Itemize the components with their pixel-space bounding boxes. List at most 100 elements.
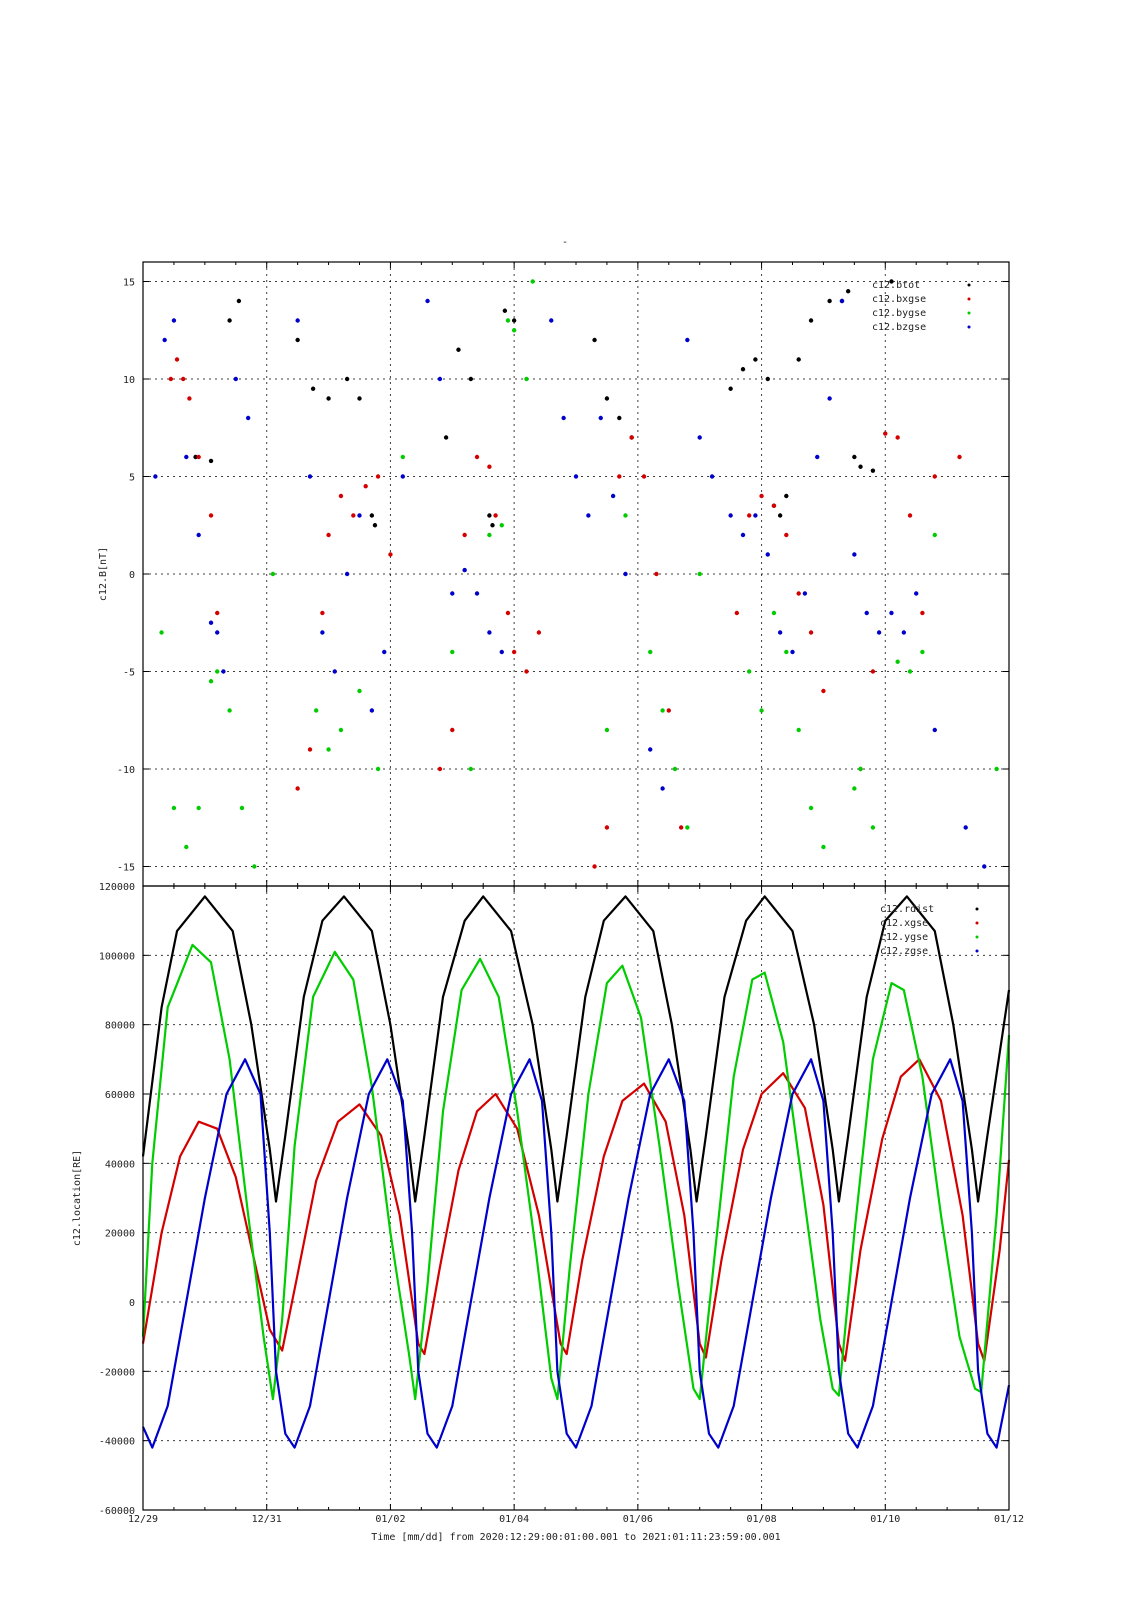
data-point <box>963 825 968 830</box>
data-point <box>208 620 214 625</box>
series-line-c12-zgse <box>141 1058 1011 1449</box>
data-point <box>443 435 449 440</box>
data-point <box>168 376 174 382</box>
data-point <box>604 727 610 733</box>
data-point <box>295 786 300 791</box>
data-point <box>870 669 876 674</box>
data-point <box>784 493 789 499</box>
x-tick-label: 01/08 <box>747 1514 777 1525</box>
data-point <box>487 513 492 518</box>
legend-swatch <box>967 325 971 329</box>
y-tick-label: 100000 <box>99 951 135 962</box>
data-point <box>320 610 325 616</box>
data-point <box>326 532 331 538</box>
data-point <box>759 493 764 499</box>
data-point <box>437 376 443 382</box>
data-point <box>159 630 164 635</box>
data-point <box>462 532 467 538</box>
data-point <box>511 649 517 655</box>
data-point <box>245 415 251 421</box>
data-point <box>326 396 331 401</box>
data-point <box>808 805 814 811</box>
data-point <box>666 708 671 713</box>
data-point <box>759 708 764 713</box>
data-point <box>889 610 894 616</box>
data-point <box>450 591 455 596</box>
legend-swatch <box>975 921 979 925</box>
legend-label: c12.rdist <box>880 904 934 915</box>
data-point <box>641 474 647 479</box>
data-point <box>771 503 777 508</box>
data-point <box>771 610 777 616</box>
x-axis-label: Time [mm/dd] from 2020:12:29:00:01:00.00… <box>371 1532 780 1543</box>
data-point <box>351 513 356 518</box>
p2-legend: c12.rdist c12.xgse c12.ygse c12.zgse <box>880 904 979 957</box>
data-point <box>524 669 529 674</box>
data-point <box>344 376 350 382</box>
data-point <box>270 571 276 577</box>
data-point <box>648 747 653 752</box>
data-point <box>728 386 733 391</box>
data-point <box>827 396 832 401</box>
data-point <box>802 591 808 596</box>
data-point <box>462 567 467 573</box>
data-point <box>487 464 492 469</box>
y-tick-label: 0 <box>129 570 135 581</box>
data-point <box>796 591 801 596</box>
data-point <box>623 513 628 518</box>
data-point <box>932 727 937 733</box>
data-point <box>363 484 368 489</box>
data-point <box>171 805 177 811</box>
data-point <box>617 474 622 479</box>
legend-label: c12.btot <box>872 280 920 291</box>
legend-label: c12.zgse <box>880 946 928 957</box>
data-point <box>227 708 232 713</box>
data-point <box>549 318 554 323</box>
y-tick-label: -15 <box>117 863 135 874</box>
data-point <box>852 786 857 791</box>
data-point <box>400 474 405 479</box>
data-point <box>468 766 474 772</box>
data-point <box>660 786 665 791</box>
chart-title: - <box>562 237 568 248</box>
data-point <box>499 649 504 655</box>
data-point <box>437 766 443 772</box>
y-tick-label: -5 <box>123 668 135 679</box>
legend-label: c12.bygse <box>872 308 926 319</box>
data-point <box>747 513 752 518</box>
data-point <box>815 454 820 460</box>
data-point <box>338 493 344 499</box>
data-point <box>932 532 937 538</box>
data-point <box>883 431 888 436</box>
data-point <box>796 357 801 362</box>
data-point <box>295 318 300 323</box>
data-point <box>907 669 913 674</box>
data-point <box>592 337 597 343</box>
x-tick-label: 01/12 <box>994 1514 1024 1525</box>
data-point <box>617 415 622 421</box>
y-tick-label: 15 <box>123 278 135 289</box>
data-point <box>196 532 201 538</box>
data-point <box>344 571 350 577</box>
data-point <box>852 454 857 460</box>
series-points-c12-bzgse <box>153 298 987 869</box>
data-point <box>982 864 987 869</box>
data-point <box>215 630 220 635</box>
p1-y-tick-labels: 15 10 5 0 -5 -10 -15 <box>117 278 135 874</box>
data-point <box>215 669 220 674</box>
p2-y-tick-labels: 120000 100000 80000 60000 40000 20000 0 -20000 -… <box>99 882 135 1517</box>
data-point <box>808 318 814 323</box>
data-point <box>369 513 375 518</box>
data-point <box>505 318 511 323</box>
y-tick-label: -20000 <box>99 1367 135 1378</box>
data-point <box>598 415 603 421</box>
data-point <box>215 610 220 616</box>
series-line-c12-rdist <box>141 895 1011 1203</box>
legend-swatch <box>967 283 971 287</box>
data-point <box>777 513 783 518</box>
data-point <box>338 727 344 733</box>
data-point <box>184 454 189 460</box>
data-point <box>747 669 752 674</box>
p1-legend: c12.btot c12.bxgse c12.bygse c12.bzgse <box>872 280 971 333</box>
data-point <box>654 571 659 577</box>
